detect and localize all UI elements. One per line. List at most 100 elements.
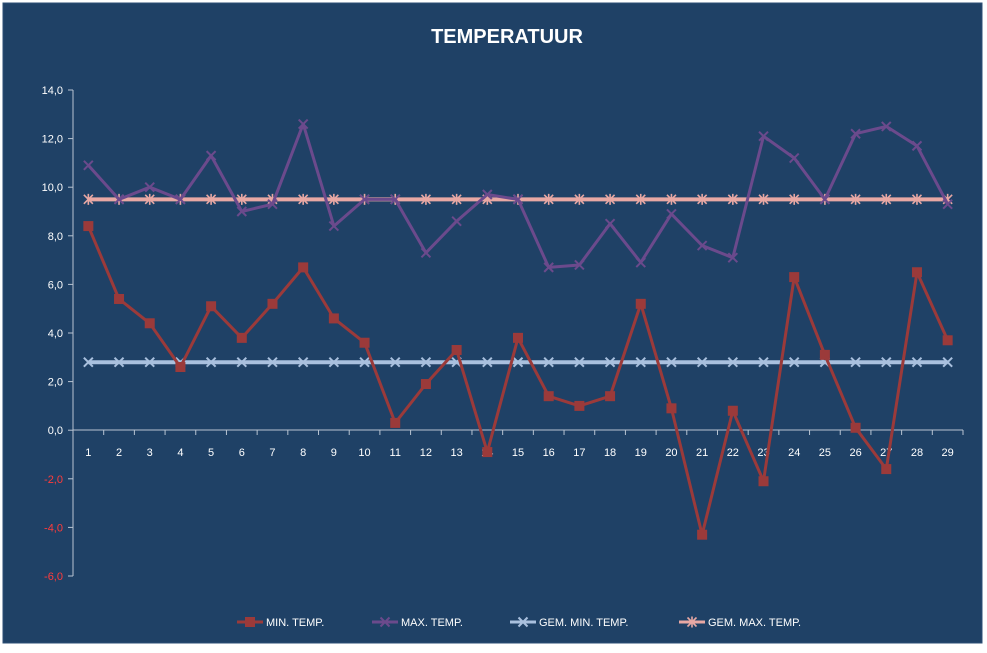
data-point-max-temp [297, 118, 309, 130]
data-point-min-temp [574, 400, 585, 411]
legend-label: MAX. TEMP. [401, 617, 463, 629]
legend-item-gem-max-temp: GEM. MAX. TEMP. [679, 616, 801, 629]
y-tick-label: 6,0 [48, 279, 63, 291]
data-point-max-temp [144, 181, 155, 193]
y-tick-label: 14,0 [42, 85, 63, 97]
data-point-max-temp-stroke [359, 194, 370, 205]
data-point-gem-min-temp-stroke [942, 356, 953, 368]
data-point-min-temp [83, 221, 94, 232]
data-point-gem-min-temp-stroke [236, 356, 248, 368]
y-tick-label: 10,0 [42, 182, 63, 194]
x-tick-label: 22 [727, 447, 739, 459]
x-tick-label: 26 [849, 447, 861, 459]
data-point-min-temp [605, 391, 616, 402]
data-point-max-temp [911, 140, 923, 152]
data-point-gem-min-temp-stroke [390, 356, 401, 368]
data-point-max-temp-stroke [543, 262, 554, 273]
legend-item-min-temp: MIN. TEMP. [237, 617, 324, 629]
data-point-gem-min-temp [390, 356, 401, 368]
x-tick-label: 20 [665, 447, 677, 459]
data-point-min-temp [298, 262, 309, 273]
data-point-gem-min-temp [297, 356, 309, 368]
data-point-gem-min-temp [113, 356, 125, 368]
legend: MIN. TEMP. MAX. TEMP. GEM. MIN. TEMP. GEM. … [237, 616, 801, 629]
data-point-min-temp [451, 345, 462, 356]
x-tick-label: 7 [269, 447, 275, 459]
data-point-max-temp-stroke [788, 152, 800, 164]
y-tick-label: -6,0 [44, 571, 63, 583]
data-point-max-temp-stroke [635, 257, 646, 268]
data-point-max-temp [819, 194, 831, 205]
data-point-max-temp-stroke [83, 160, 94, 171]
data-point-gem-min-temp [512, 356, 524, 368]
data-point-max-temp [83, 160, 94, 171]
x-tick-label: 28 [911, 447, 923, 459]
data-point-gem-min-temp-stroke [881, 356, 892, 368]
data-point-gem-min-temp-stroke [83, 356, 94, 368]
x-tick-label: 24 [788, 447, 800, 459]
data-point-gem-min-temp [420, 356, 432, 368]
data-point-gem-max-temp [881, 193, 892, 205]
data-point-gem-min-temp [83, 356, 94, 368]
data-point-max-temp-stroke [328, 220, 340, 232]
legend-swatch-marker-stroke [517, 616, 529, 628]
data-point-max-temp-stroke [574, 259, 585, 271]
legend-swatch-marker [245, 617, 255, 627]
data-point-max-temp-stroke [113, 194, 125, 205]
x-tick-label: 8 [300, 447, 306, 459]
data-point-min-temp [911, 267, 922, 278]
legend-swatch-marker [686, 616, 698, 628]
y-tick-label: -2,0 [44, 474, 63, 486]
legend-swatch-marker-stroke [379, 616, 391, 628]
x-tick-label: 3 [147, 447, 153, 459]
data-point-min-temp [420, 379, 431, 390]
data-point-gem-min-temp [604, 356, 616, 368]
data-point-min-temp [482, 447, 493, 458]
data-point-max-temp [205, 150, 217, 161]
x-tick-label: 4 [177, 447, 183, 459]
data-point-gem-max-temp [206, 193, 217, 205]
data-point-max-temp-stroke [850, 128, 861, 139]
data-point-gem-min-temp-stroke [512, 356, 524, 368]
y-tick-label: 8,0 [48, 231, 63, 243]
x-tick-label: 5 [208, 447, 214, 459]
y-tick-label: 4,0 [48, 328, 63, 340]
data-point-gem-min-temp [267, 356, 278, 368]
x-tick-label: 1 [85, 447, 91, 459]
data-point-max-temp-stroke [451, 216, 462, 227]
data-point-min-temp [513, 332, 523, 343]
data-point-gem-min-temp [696, 356, 708, 368]
series-gem-min-temp [83, 356, 953, 368]
data-point-gem-max-temp [236, 193, 247, 205]
data-point-gem-min-temp-stroke [727, 356, 739, 368]
data-point-max-temp-stroke [696, 240, 708, 251]
data-point-gem-min-temp-stroke [604, 356, 616, 368]
data-point-gem-min-temp-stroke [788, 356, 800, 368]
data-point-max-temp [390, 194, 401, 205]
data-point-max-temp [574, 259, 585, 271]
data-point-max-temp [236, 206, 248, 217]
data-point-max-temp [666, 208, 677, 220]
data-point-max-temp-stroke [666, 208, 677, 220]
data-point-gem-min-temp [359, 356, 370, 368]
data-point-gem-max-temp [666, 193, 677, 205]
data-point-max-temp [482, 189, 493, 200]
data-point-gem-min-temp-stroke [758, 356, 769, 368]
data-point-max-temp-stroke [758, 130, 769, 142]
data-point-min-temp [819, 349, 830, 360]
data-point-min-temp [114, 293, 125, 304]
data-point-gem-min-temp [574, 356, 585, 368]
data-point-min-temp [727, 405, 738, 416]
data-point-max-temp-stroke [881, 121, 892, 132]
data-point-max-temp-stroke [604, 218, 616, 229]
x-tick-label: 13 [450, 447, 462, 459]
data-point-min-temp [666, 403, 677, 414]
chart-title: TEMPERATUUR [431, 26, 583, 48]
x-tick-label: 11 [390, 447, 401, 459]
data-point-gem-min-temp-stroke [359, 356, 370, 368]
data-point-min-temp [789, 272, 800, 283]
data-point-max-temp [512, 194, 524, 205]
legend-label: GEM. MIN. TEMP. [539, 617, 628, 629]
x-tick-label: 6 [239, 447, 245, 459]
data-point-max-temp [758, 130, 769, 142]
